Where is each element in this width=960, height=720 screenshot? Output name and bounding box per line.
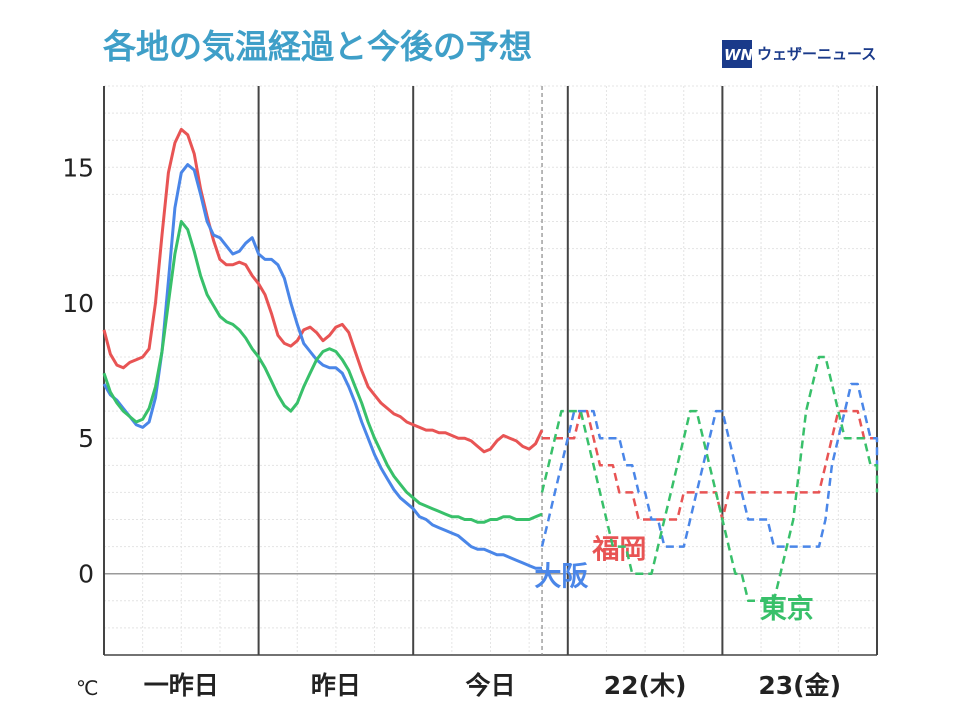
x-day-label: 一昨日	[144, 671, 219, 700]
brand-logo: WN ウェザーニュース	[722, 40, 876, 68]
series-label: 福岡	[591, 535, 646, 566]
series-label: 大阪	[534, 562, 588, 593]
y-axis-unit-label: ℃	[76, 676, 98, 700]
chart-title: 各地の気温経過と今後の予想	[102, 27, 532, 66]
series-forecast-line	[540, 382, 879, 548]
y-tick-label: 5	[78, 424, 94, 453]
y-tick-label: 15	[62, 153, 94, 182]
series-observed-line	[102, 220, 543, 524]
brand-mark: WN	[724, 46, 754, 64]
x-day-label: 22(木)	[604, 671, 687, 700]
x-day-label: 23(金)	[758, 671, 841, 700]
series-observed-line	[102, 127, 544, 454]
series-observed-line	[102, 163, 542, 570]
brand-name: ウェザーニュース	[757, 45, 876, 63]
brand-mark-box	[722, 40, 752, 68]
x-day-label: 昨日	[311, 671, 361, 700]
y-tick-label: 10	[62, 289, 94, 318]
y-tick-label: 0	[78, 560, 94, 589]
series-forecast-line	[540, 355, 879, 603]
series-label: 東京	[760, 593, 814, 625]
x-day-label: 今日	[465, 671, 515, 700]
